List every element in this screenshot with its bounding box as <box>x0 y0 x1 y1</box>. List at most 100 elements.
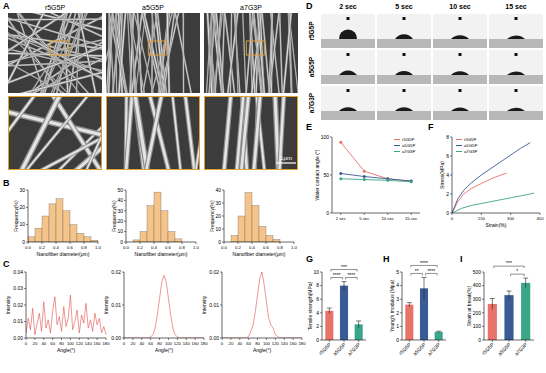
error-bar <box>407 303 412 307</box>
marks <box>133 192 182 242</box>
x-tick <box>509 340 510 342</box>
x-tick-label: 1.0 <box>291 245 298 250</box>
histogram-bar <box>231 236 238 243</box>
y-tick <box>330 213 332 214</box>
chart: 0246810r5G5Pa5G5Pa7G3PTensile strength(M… <box>307 264 367 357</box>
x-tick <box>84 242 85 244</box>
y-tick-label: 30 <box>19 187 25 193</box>
droplet <box>395 34 413 39</box>
y-tick-label: 0.02 <box>13 302 23 308</box>
image-background <box>433 86 487 120</box>
series-marker <box>339 177 342 180</box>
x-tick <box>28 242 29 244</box>
y-tick <box>26 190 28 191</box>
fiber <box>8 18 102 21</box>
marks <box>28 199 98 242</box>
x-tick-label: 120 <box>174 341 182 346</box>
x-tick <box>409 340 410 342</box>
x-tick <box>168 338 169 340</box>
error-bar <box>507 291 512 299</box>
chart: 0.000.010.02020406080100120140160180Inte… <box>201 269 306 353</box>
y-tick <box>222 190 224 191</box>
y-tick-label: 0.03 <box>13 285 23 291</box>
histogram-bar <box>35 228 42 242</box>
needle <box>403 89 406 92</box>
error-bar <box>523 278 528 288</box>
time-label: 2 sec <box>339 3 357 10</box>
series-marker <box>410 180 413 183</box>
droplet <box>339 107 357 111</box>
significance-label: ** <box>415 268 419 274</box>
substrate <box>377 111 431 120</box>
y-tick <box>482 340 484 341</box>
y-tick-label: 10 <box>19 221 25 227</box>
y-tick <box>24 272 26 273</box>
fiber-edge <box>114 13 117 93</box>
histogram-bar <box>175 239 182 242</box>
substrate <box>377 39 431 48</box>
y-tick <box>124 242 126 243</box>
histogram-bar <box>77 233 84 242</box>
bar <box>504 295 513 340</box>
needle <box>403 53 406 56</box>
sample-label: r5G5P <box>308 21 315 41</box>
y-tick <box>24 338 26 339</box>
y-tick-label: 0 <box>478 337 481 343</box>
bar <box>325 311 333 340</box>
figure: ABCDEFGHIr5G5Pa5G5Pa7G3P1μm01020300.00.2… <box>0 0 546 373</box>
y-tick-label: 300 <box>473 296 482 302</box>
fiber-edge <box>8 96 102 170</box>
panel-label: D <box>306 1 313 11</box>
x-tick-label: 20 <box>229 341 234 346</box>
x-tick <box>141 338 142 340</box>
panel-label: A <box>3 1 10 11</box>
x-tick-label: 300 <box>507 216 515 221</box>
y-tick-label: 4 <box>446 172 449 178</box>
x-tick <box>196 242 197 244</box>
bar <box>521 283 530 340</box>
y-tick-label: 3 <box>396 296 399 302</box>
significance-bracket <box>411 265 437 267</box>
x-tick-label: 40 <box>237 341 242 346</box>
panel-label: I <box>460 254 463 264</box>
zoom-box <box>50 41 68 55</box>
marks <box>124 275 204 338</box>
x-tick <box>302 338 303 340</box>
image-background <box>489 50 543 84</box>
y-tick <box>220 338 222 339</box>
x-tick <box>150 338 151 340</box>
x-tick-label: 140 <box>85 341 93 346</box>
y-tick-label: 0.00 <box>13 335 23 341</box>
fiber-edge <box>220 96 255 170</box>
x-axis <box>28 242 98 243</box>
substrate <box>489 75 543 84</box>
chart: 0.000.010.020.030.0402040608010012014016… <box>5 269 110 353</box>
y-tick-label: 0 <box>316 337 319 343</box>
category-label: 15 sec <box>405 216 418 221</box>
y-tick <box>320 312 322 313</box>
x-axis-label: Angle(°) <box>57 347 75 353</box>
fiber-edge <box>271 96 294 170</box>
y-tick <box>320 340 322 341</box>
y-tick <box>222 242 224 243</box>
x-tick <box>132 338 133 340</box>
histogram-bar <box>259 226 266 242</box>
sample-label: a7G3P <box>308 92 315 113</box>
y-tick <box>222 229 224 230</box>
x-tick-label: 0.4 <box>249 245 256 250</box>
y-axis-label: Strain at break(%) <box>466 286 472 327</box>
time-label: 10 sec <box>449 3 471 10</box>
fiber <box>119 13 190 93</box>
fiber-edge <box>230 13 242 93</box>
fiber-edge <box>8 18 102 21</box>
droplet <box>451 107 469 111</box>
y-tick <box>400 285 402 286</box>
marks <box>325 282 362 340</box>
histogram-bar <box>56 199 63 242</box>
marks <box>231 193 280 242</box>
y-tick-label: 5 <box>396 269 399 275</box>
y-tick <box>222 216 224 217</box>
y-tick-label: 6 <box>316 296 319 302</box>
y-axis <box>126 190 127 242</box>
y-tick <box>24 288 26 289</box>
